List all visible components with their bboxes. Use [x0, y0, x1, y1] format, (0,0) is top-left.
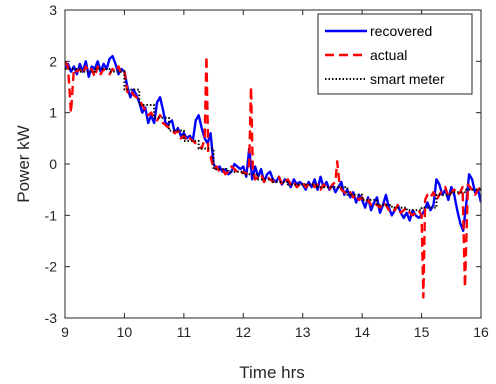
y-tick-label: 0 — [49, 156, 57, 172]
x-axis-label: Time hrs — [239, 363, 305, 382]
legend: recovered actual smart meter — [317, 13, 473, 95]
y-axis-label: Power kW — [14, 125, 33, 202]
y-tick-label: -3 — [45, 310, 58, 326]
x-tick-label: 16 — [473, 324, 489, 340]
series-line-smart-meter — [65, 68, 481, 212]
x-tick-label: 10 — [117, 324, 133, 340]
y-tick-label: -1 — [45, 207, 58, 223]
x-tick-label: 9 — [61, 324, 69, 340]
y-tick-label: 1 — [49, 105, 57, 121]
x-tick-label: 12 — [235, 324, 251, 340]
y-tick-label: -2 — [45, 259, 58, 275]
x-tick-label: 14 — [354, 324, 370, 340]
legend-label-smart-meter: smart meter — [370, 71, 445, 87]
y-tick-label: 3 — [49, 2, 57, 18]
legend-label-actual: actual — [370, 47, 407, 63]
legend-label-recovered: recovered — [370, 23, 432, 39]
x-tick-label: 11 — [177, 324, 192, 340]
x-tick-label: 15 — [414, 324, 430, 340]
x-tick-label: 13 — [295, 324, 311, 340]
y-tick-label: 2 — [49, 53, 57, 69]
plot-area — [65, 55, 481, 299]
